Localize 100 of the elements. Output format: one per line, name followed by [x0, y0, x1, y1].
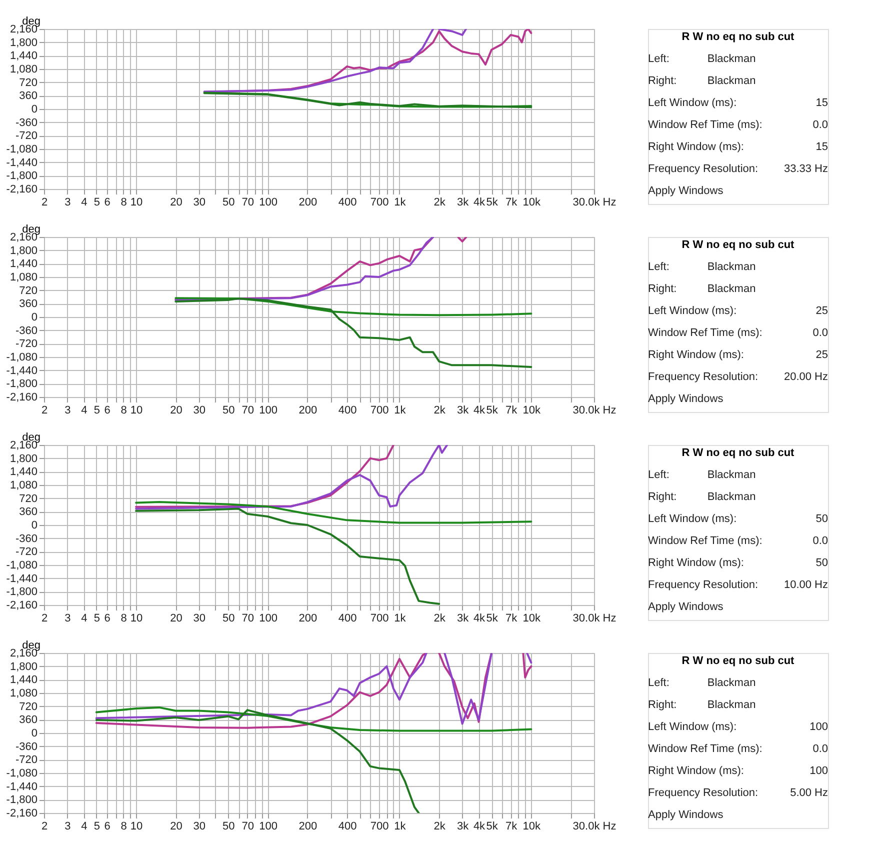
text: R W no eq no sub cut [682, 31, 795, 43]
text: Blackman [707, 469, 756, 481]
x-tick-label: 10k [522, 196, 542, 208]
x-tick-label: 4 [81, 612, 88, 624]
x-tick-label: 6 [104, 820, 110, 832]
text: Apply Windows [648, 185, 724, 197]
x-tick-label: 3 [64, 612, 71, 624]
x-tick-label: 700 [370, 196, 389, 208]
text: 25 [816, 305, 828, 317]
y-tick-label: -2,160 [6, 808, 38, 820]
y-tick-label: -1,080 [6, 560, 38, 572]
text: Right Window (ms): [648, 349, 744, 361]
x-tick-label: 4k [473, 404, 486, 416]
text: Window Ref Time (ms): [648, 743, 762, 755]
x-tick-label: 10k [522, 820, 542, 832]
y-tick-label: 1,800 [10, 244, 38, 257]
x-tick-label: 20 [170, 612, 182, 624]
x-tick-label: 30 [193, 404, 206, 416]
x-tick-label: 5 [94, 404, 100, 416]
x-tick-label: 3k [456, 404, 470, 416]
y-tick-label: -2,160 [6, 184, 38, 196]
x-tick-label: 5 [94, 612, 100, 624]
text: R W no eq no sub cut [682, 239, 795, 251]
x-tick-label: 3 [64, 196, 71, 208]
text: 0.0 [812, 535, 828, 547]
y-tick-label: 1,440 [10, 258, 38, 270]
y-tick-label: -1,440 [6, 572, 38, 585]
text: R W no eq no sub cut [682, 447, 795, 459]
y-tick-label: 0 [31, 312, 38, 324]
x-tick-label: 2k [434, 820, 446, 832]
x-tick-label: 30.0k Hz [572, 612, 616, 624]
y-tick-label: 720 [19, 492, 38, 505]
y-tick-label: -720 [15, 130, 38, 142]
x-tick-label: 2 [41, 820, 48, 832]
y-tick-label: -2,160 [6, 392, 38, 404]
x-tick-label: 50 [222, 404, 235, 416]
text: Frequency Resolution: [648, 163, 758, 175]
text: Blackman [707, 75, 756, 87]
y-tick-label: -1,800 [6, 586, 38, 598]
x-tick-label: 8 [120, 612, 127, 624]
x-tick-label: 30.0k Hz [572, 404, 616, 416]
x-tick-label: 70 [242, 612, 254, 624]
x-tick-label: 5k [486, 612, 498, 624]
text: Window Ref Time (ms): [648, 535, 762, 547]
y-tick-label: 1,440 [10, 466, 38, 478]
x-tick-label: 2k [434, 196, 446, 208]
x-tick-label: 700 [370, 612, 389, 624]
x-tick-label: 50 [222, 820, 235, 832]
y-tick-label: 1,800 [10, 452, 38, 465]
x-tick-label: 2k [434, 404, 446, 416]
text: 25 [816, 349, 828, 361]
x-tick-label: 50 [222, 612, 235, 624]
x-tick-label: 3k [456, 820, 470, 832]
x-tick-label: 30.0k Hz [572, 820, 616, 832]
x-tick-label: 4 [81, 196, 88, 208]
x-tick-label: 2k [434, 612, 446, 624]
y-tick-label: -1,440 [6, 364, 38, 377]
text: Right Window (ms): [648, 765, 744, 777]
y-tick-label: -1,440 [6, 156, 38, 169]
y-tick-label: 1,800 [10, 660, 38, 673]
x-tick-label: 200 [298, 612, 318, 624]
y-tick-label: 0 [31, 520, 38, 532]
x-tick-label: 7k [505, 820, 518, 832]
text: Blackman [707, 699, 756, 711]
text: 0.0 [812, 743, 828, 755]
x-tick-label: 1k [394, 612, 406, 624]
x-tick-label: 2 [41, 404, 48, 416]
x-tick-label: 5 [94, 820, 100, 832]
x-tick-label: 2 [41, 612, 48, 624]
x-tick-label: 100 [259, 404, 278, 416]
x-tick-label: 8 [120, 404, 127, 416]
text: 50 [816, 513, 828, 525]
text: 20.00 Hz [784, 371, 828, 383]
x-tick-label: 10 [130, 612, 143, 624]
y-tick-label: -360 [15, 532, 38, 545]
y-tick-label: 0 [31, 728, 38, 740]
text: Apply Windows [648, 809, 724, 821]
y-tick-label: -360 [15, 324, 38, 337]
y-tick-label: -720 [15, 546, 38, 558]
y-tick-label: 720 [19, 76, 38, 89]
x-tick-label: 1k [394, 820, 406, 832]
text: Blackman [707, 283, 756, 295]
x-tick-label: 7k [505, 196, 518, 208]
text: Apply Windows [648, 601, 724, 613]
text: Blackman [707, 677, 756, 689]
x-tick-label: 1k [394, 404, 406, 416]
y-tick-label: 0 [31, 104, 38, 116]
y-tick-label: -1,800 [6, 378, 38, 390]
y-tick-label: 360 [19, 714, 38, 726]
y-tick-label: -2,160 [6, 600, 38, 612]
y-tick-label: 360 [19, 90, 38, 102]
x-tick-label: 4k [473, 196, 486, 208]
text: R W no eq no sub cut [682, 655, 795, 667]
text: Right: [648, 699, 677, 711]
x-tick-label: 10k [522, 612, 542, 624]
x-tick-label: 30 [193, 820, 206, 832]
x-tick-label: 10k [522, 404, 542, 416]
text: 10.00 Hz [784, 579, 828, 591]
x-tick-label: 8 [120, 820, 127, 832]
x-tick-label: 3k [456, 196, 470, 208]
